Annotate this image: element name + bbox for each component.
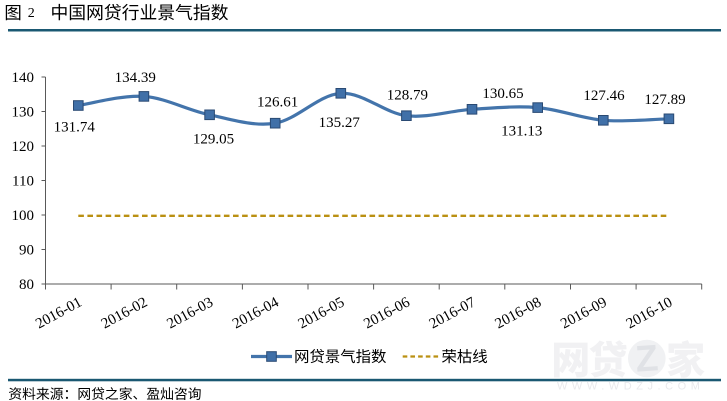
svg-text:80: 80 (19, 277, 34, 293)
svg-text:WWW.WDZJ.COM: WWW.WDZJ.COM (557, 381, 704, 393)
svg-text:134.39: 134.39 (115, 70, 156, 86)
svg-text:110: 110 (12, 174, 34, 190)
svg-text:131.13: 131.13 (501, 124, 542, 140)
svg-text:90: 90 (19, 243, 34, 259)
svg-text:2: 2 (28, 6, 35, 21)
svg-text:127.46: 127.46 (583, 88, 625, 104)
svg-text:126.61: 126.61 (257, 95, 298, 111)
svg-text:130.65: 130.65 (482, 86, 523, 102)
svg-text:120: 120 (12, 139, 35, 155)
svg-text:129.05: 129.05 (193, 131, 234, 147)
svg-text:100: 100 (12, 208, 35, 224)
svg-text:Z: Z (634, 337, 659, 379)
svg-text:128.79: 128.79 (387, 88, 428, 104)
svg-text:140: 140 (12, 70, 35, 86)
svg-text:127.89: 127.89 (644, 92, 685, 108)
svg-text:131.74: 131.74 (54, 119, 96, 135)
svg-text:130: 130 (12, 105, 35, 121)
svg-text:135.27: 135.27 (319, 115, 361, 131)
